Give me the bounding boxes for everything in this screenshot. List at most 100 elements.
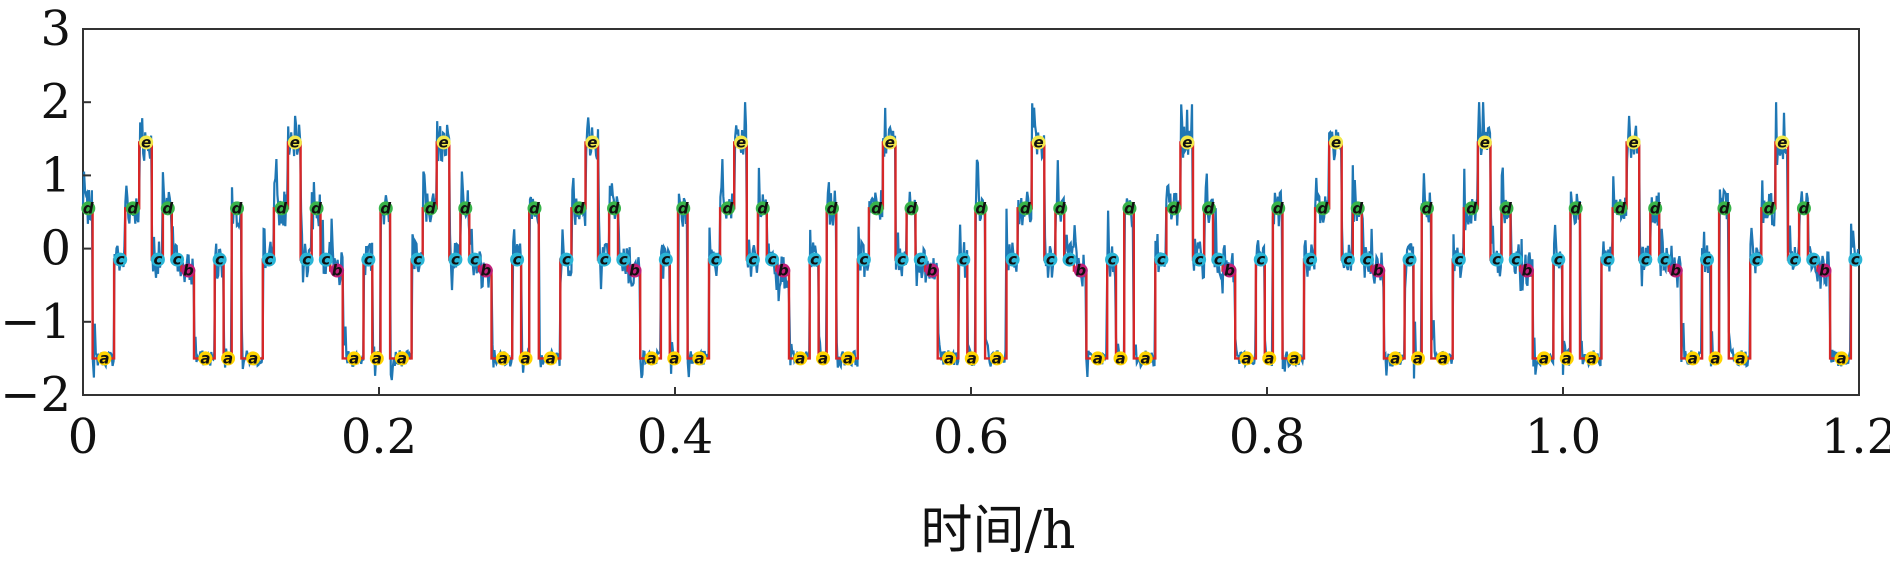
state-marker-letter: c: [1851, 251, 1860, 269]
state-marker-dot: [925, 263, 940, 278]
state-marker-dot: [1489, 252, 1504, 267]
state-marker-letter: d: [906, 199, 917, 217]
state-marker-letter: d: [1273, 199, 1284, 217]
state-marker-letter: c: [959, 251, 968, 269]
state-marker-letter: d: [1650, 199, 1661, 217]
state-marker-letter: c: [1065, 251, 1074, 269]
state-marker-letter: e: [1777, 133, 1787, 151]
state-marker-letter: c: [1008, 251, 1017, 269]
state-marker-letter: d: [1204, 199, 1215, 217]
state-marker-dot: [1271, 201, 1286, 216]
state-marker-dot: [1222, 263, 1237, 278]
state-marker-letter: c: [173, 251, 182, 269]
state-marker-d: d: [1717, 199, 1732, 217]
state-marker-dot: [1762, 201, 1777, 216]
state-marker-dot: [1180, 135, 1195, 150]
state-marker-letter: d: [1169, 199, 1180, 217]
y-tick-label: −1: [0, 294, 71, 350]
state-marker-c: c: [894, 251, 909, 269]
state-marker-d: d: [1568, 199, 1583, 217]
state-marker-c: c: [150, 251, 165, 269]
state-marker-dot: [221, 351, 236, 366]
state-marker-d: d: [869, 199, 884, 217]
state-marker-letter: e: [439, 133, 449, 151]
state-marker-c: c: [1787, 251, 1802, 269]
state-marker-c: c: [1253, 251, 1268, 269]
state-marker-c: c: [299, 251, 314, 269]
state-marker-a: a: [1733, 349, 1748, 367]
state-marker-letter: c: [451, 251, 460, 269]
state-marker-letter: c: [413, 251, 422, 269]
state-marker-dot: [423, 201, 438, 216]
state-marker-d: d: [1613, 199, 1628, 217]
state-marker-letter: c: [364, 251, 373, 269]
state-marker-dot: [1350, 201, 1365, 216]
state-marker-dot: [989, 351, 1004, 366]
x-tick-label: 1.2: [1821, 409, 1890, 465]
state-marker-dot: [378, 201, 393, 216]
state-marker-dot: [1796, 201, 1811, 216]
state-marker-letter: c: [1195, 251, 1204, 269]
state-marker-letter: a: [1115, 349, 1125, 367]
state-marker-dot: [1410, 351, 1425, 366]
state-marker-c: c: [913, 251, 928, 269]
state-marker-letter: d: [162, 199, 173, 217]
state-marker-letter: c: [661, 251, 670, 269]
state-marker-dot: [1600, 252, 1615, 267]
state-marker-letter: b: [1819, 262, 1830, 280]
state-marker-letter: d: [678, 199, 689, 217]
state-marker-letter: d: [1719, 199, 1730, 217]
state-marker-dot: [1287, 351, 1302, 366]
state-marker-letter: a: [1562, 349, 1572, 367]
state-marker-letter: c: [1157, 251, 1166, 269]
state-marker-letter: e: [1182, 133, 1192, 151]
state-marker-dot: [1388, 351, 1403, 366]
state-marker-a: a: [644, 349, 659, 367]
state-marker-letter: b: [1373, 262, 1384, 280]
state-marker-letter: d: [1124, 199, 1135, 217]
state-marker-letter: d: [380, 199, 391, 217]
state-marker-a: a: [1239, 349, 1254, 367]
state-marker-dot: [212, 252, 227, 267]
state-marker-d: d: [1201, 199, 1216, 217]
state-marker-dot: [1315, 201, 1330, 216]
state-marker-dot: [495, 351, 510, 366]
state-marker-d: d: [125, 199, 140, 217]
state-marker-letter: d: [276, 199, 287, 217]
state-marker-letter: a: [546, 349, 556, 367]
state-marker-dot: [1848, 252, 1863, 267]
state-marker-letter: d: [1570, 199, 1581, 217]
state-marker-letter: d: [83, 199, 94, 217]
state-marker-c: c: [658, 251, 673, 269]
state-marker-dot: [1451, 252, 1466, 267]
state-marker-layer: dacdecdcbacadacdecdcbacadacdecdcbacadacd…: [81, 133, 1863, 367]
state-marker-letter: c: [1363, 251, 1372, 269]
state-marker-letter: d: [1466, 199, 1477, 217]
state-marker-a: a: [1410, 349, 1425, 367]
state-marker-letter: c: [1046, 251, 1055, 269]
state-marker-dot: [299, 252, 314, 267]
state-marker-d: d: [1271, 199, 1286, 217]
state-marker-letter: d: [1501, 199, 1512, 217]
state-marker-letter: c: [1752, 251, 1761, 269]
state-marker-letter: a: [944, 349, 954, 367]
state-marker-dot: [964, 351, 979, 366]
state-marker-c: c: [1211, 251, 1226, 269]
state-marker-dot: [1657, 252, 1672, 267]
state-marker-dot: [1508, 252, 1523, 267]
state-marker-a: a: [667, 349, 682, 367]
state-marker-letter: e: [885, 133, 895, 151]
state-marker-letter: e: [141, 133, 151, 151]
state-marker-letter: c: [810, 251, 819, 269]
state-marker-letter: d: [1615, 199, 1626, 217]
state-marker-dot: [1167, 201, 1182, 216]
state-marker-a: a: [1388, 349, 1403, 367]
state-marker-letter: e: [1480, 133, 1490, 151]
state-marker-dot: [734, 135, 749, 150]
state-marker-d: d: [423, 199, 438, 217]
state-marker-dot: [1192, 252, 1207, 267]
state-marker-a: a: [1537, 349, 1552, 367]
state-marker-dot: [458, 201, 473, 216]
state-marker-c: c: [361, 251, 376, 269]
